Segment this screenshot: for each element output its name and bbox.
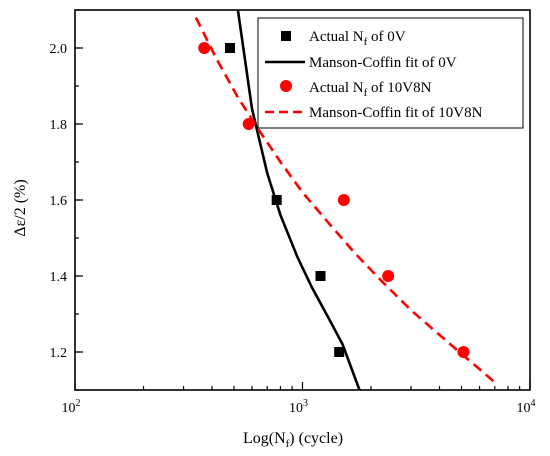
legend-entry-actual-0v: Actual Nf of 0V	[281, 29, 406, 48]
legend-label-fit-0v: Manson-Coffin fit of 0V	[309, 55, 457, 71]
data-point-10v8n	[382, 270, 395, 282]
legend-label-fit-10v8n: Manson-Coffin fit of 10V8N	[309, 105, 483, 121]
legend-entry-fit-10v8n: Manson-Coffin fit of 10V8N	[265, 105, 483, 121]
x-axis: 102 103 104	[62, 382, 536, 416]
series-clip-group	[194, 10, 496, 390]
legend-label-actual-10v8n: Actual Nf of 10V8N	[309, 80, 432, 99]
legend-entry-actual-10v8n: Actual Nf of 10V8N	[280, 80, 432, 99]
y-axis: 1.2 1.4 1.6 1.8 2.0	[50, 9, 83, 391]
x-tick-label: 102	[62, 398, 81, 416]
data-point-0v	[315, 271, 326, 281]
data-point-10v8n	[198, 42, 211, 54]
y-tick-label: 1.4	[50, 270, 68, 285]
series-layer	[194, 10, 496, 390]
legend-box	[257, 17, 524, 129]
fit-line-10v8n	[194, 17, 496, 384]
y-tick-label: 1.8	[50, 118, 68, 133]
legend: Actual Nf of 0V Manson-Coffin fit of 0V …	[257, 17, 524, 129]
legend-label-actual-0v: Actual Nf of 0V	[309, 29, 406, 48]
data-point-0v	[224, 43, 235, 53]
data-point-10v8n	[242, 118, 255, 130]
data-point-0v	[271, 195, 282, 205]
legend-circle-marker	[280, 80, 292, 92]
legend-square-marker	[281, 31, 291, 41]
x-tick-label: 103	[289, 398, 308, 416]
data-point-0v	[334, 347, 345, 357]
x-axis-title: Log(Nf) (cycle)	[243, 430, 343, 450]
data-point-10v8n	[457, 346, 470, 358]
legend-entry-fit-0v: Manson-Coffin fit of 0V	[265, 55, 457, 71]
fit-line-0v	[236, 10, 361, 390]
y-axis-title: Δε/2 (%)	[12, 179, 29, 236]
y-tick-label: 1.6	[50, 194, 68, 209]
y-tick-label: 1.2	[50, 346, 68, 361]
x-tick-label: 104	[517, 398, 536, 416]
y-tick-label: 2.0	[50, 42, 68, 57]
data-point-10v8n	[337, 194, 350, 206]
